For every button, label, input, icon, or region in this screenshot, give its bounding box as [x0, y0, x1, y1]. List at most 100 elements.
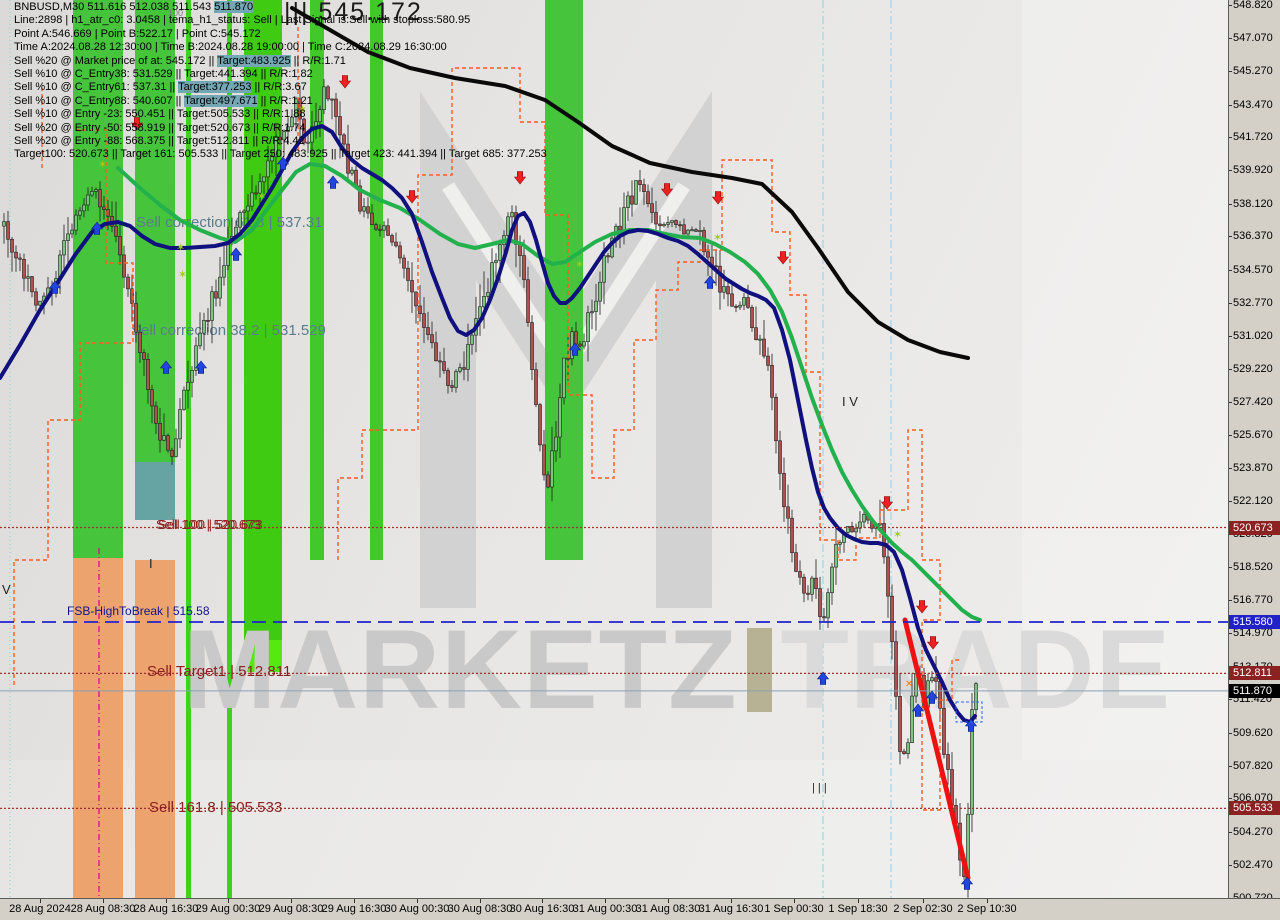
buy-arrow-icon	[703, 275, 717, 289]
buy-arrow-icon	[568, 342, 582, 356]
candle-body	[894, 641, 898, 697]
price-tick-label: 543.470	[1233, 98, 1273, 111]
candle-body	[282, 131, 286, 141]
candle-body	[190, 370, 194, 383]
candle-body	[590, 311, 594, 314]
candle-body	[498, 244, 502, 261]
candle-body	[762, 338, 766, 357]
candle-body	[650, 203, 654, 213]
price-tick-mark	[1229, 303, 1232, 305]
candle-body	[802, 576, 806, 594]
star-marker-icon: ✶	[176, 242, 185, 254]
chart-canvas[interactable]: ✶ ✶ ✶ ✶ ✶ ✶ ✶ ✶ ✕	[0, 0, 1228, 898]
time-tick-label: 28 Aug 2024	[9, 903, 71, 915]
candle-body	[806, 592, 810, 595]
candle-body	[898, 696, 902, 752]
buy-arrow-icon	[964, 718, 978, 732]
chart-label: Sell 100 | 520.673	[156, 517, 261, 532]
candle-body	[14, 251, 18, 259]
sell-arrow-icon	[405, 190, 419, 204]
price-tick-mark	[1229, 104, 1232, 106]
time-tick-label: 28 Aug 16:30	[133, 903, 199, 915]
chart-label: FSB-HighToBreak | 515.58	[67, 604, 210, 618]
candle-body	[126, 276, 130, 290]
time-tick-label: 29 Aug 08:30	[258, 903, 324, 915]
candle-body	[858, 521, 862, 529]
candle-body	[466, 344, 470, 370]
chart-label: Sell 161.8 | 505.533	[149, 799, 283, 816]
candle-body	[654, 212, 658, 225]
candle-body	[18, 257, 22, 260]
candle-body	[482, 296, 486, 308]
candle-body	[694, 229, 698, 232]
candle-body	[462, 367, 466, 370]
candle-body	[674, 220, 678, 225]
candle-body	[930, 677, 934, 682]
candle-body	[794, 552, 798, 572]
fib-zone-band	[135, 462, 175, 520]
sheen-bottom	[0, 760, 1228, 898]
price-tick-label: 548.820	[1233, 0, 1273, 12]
chart-label: Sell Target1 | 512.811	[147, 663, 292, 680]
candle-body	[202, 319, 206, 334]
candle-body	[306, 141, 310, 144]
watermark-bar	[747, 628, 773, 712]
sell-arrow-icon	[926, 636, 940, 650]
candle-body	[334, 98, 338, 117]
candle-body	[106, 209, 110, 217]
time-tick-mark	[605, 899, 606, 903]
candle-body	[114, 225, 118, 237]
candle-body	[246, 205, 250, 212]
candle-body	[290, 116, 294, 128]
price-tick-mark	[1229, 732, 1232, 734]
candle-body	[390, 235, 394, 243]
sell-arrow-icon	[130, 117, 144, 131]
candle-body	[862, 513, 866, 523]
candle-body	[682, 224, 686, 235]
candle-body	[546, 474, 550, 488]
candle-body	[834, 543, 838, 568]
price-axis[interactable]: 548.820 547.070 545.270 543.470 541.720 539.9…	[1228, 0, 1280, 904]
candle-body	[186, 381, 190, 391]
sell-arrow-icon	[915, 600, 929, 614]
sell-arrow-icon	[776, 251, 790, 265]
price-tick-mark	[1229, 203, 1232, 205]
candle-body	[970, 709, 974, 815]
price-tick-mark	[1229, 534, 1232, 536]
candle-body	[90, 191, 94, 196]
fib-zone-band	[73, 0, 123, 558]
candle-body	[326, 86, 330, 100]
buy-arrow-icon	[960, 876, 974, 890]
candle-body	[526, 279, 530, 323]
candle-body	[434, 342, 438, 362]
price-tick-mark	[1229, 137, 1232, 139]
candle-body	[410, 280, 414, 293]
candle-body	[906, 742, 910, 755]
star-marker-icon: ✶	[98, 159, 107, 171]
candlesticks	[2, 79, 978, 898]
price-tick-label: 547.070	[1233, 31, 1273, 44]
price-tick-label: 509.620	[1233, 726, 1273, 739]
time-tick-label: 30 Aug 16:30	[509, 903, 575, 915]
sheen-top-right	[1022, 0, 1228, 760]
buy-arrow-icon	[816, 671, 830, 685]
price-tick-mark	[1229, 335, 1232, 337]
candle-body	[814, 577, 818, 589]
time-axis[interactable]: 28 Aug 2024 28 Aug 08:30 28 Aug 16:30 29 Au…	[0, 898, 1280, 920]
price-level-badge: 515.580	[1229, 615, 1280, 629]
price-tick-mark	[1229, 368, 1232, 370]
candle-body	[822, 616, 826, 619]
price-tick-mark	[1229, 37, 1232, 39]
time-tick-mark	[103, 899, 104, 903]
candle-body	[278, 136, 282, 141]
sell-arrow-icon	[880, 496, 894, 510]
candle-body	[338, 116, 342, 136]
candle-body	[70, 229, 74, 235]
candle-body	[194, 345, 198, 371]
comment-line: Target100: 520.673 || Target 161: 505.53…	[14, 148, 547, 161]
big-price-readout: ||| 545.172	[284, 0, 423, 26]
time-tick-mark	[858, 899, 859, 903]
price-tick-label: 525.670	[1233, 428, 1273, 441]
candle-body	[726, 286, 730, 295]
